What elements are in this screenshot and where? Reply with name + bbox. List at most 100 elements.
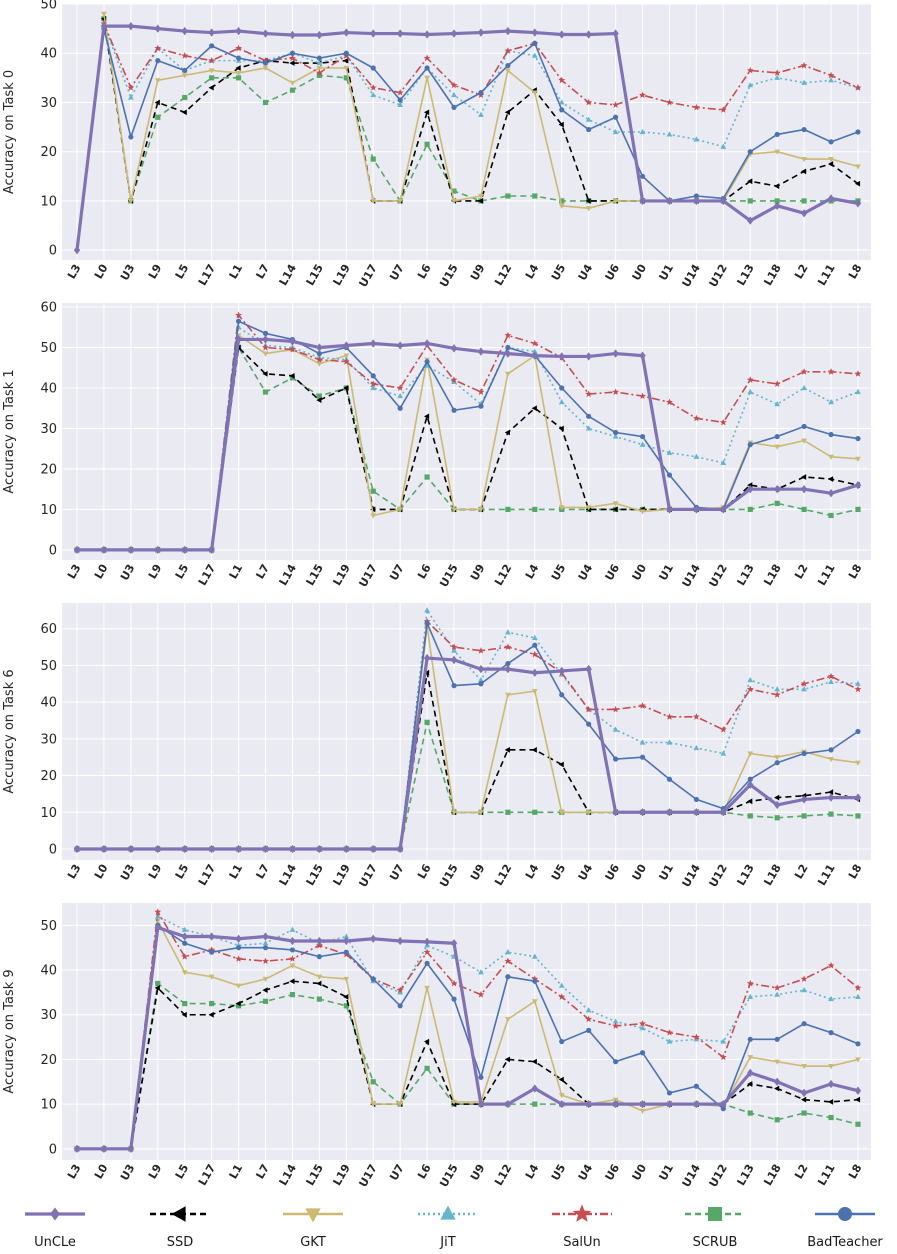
- data-point: [289, 87, 296, 93]
- x-tick-label: U1: [657, 1162, 677, 1183]
- data-point: [289, 947, 296, 953]
- data-point: [828, 995, 834, 1002]
- data-point: [235, 318, 242, 324]
- data-point: [585, 30, 592, 39]
- x-tick-label: U1: [657, 862, 677, 883]
- legend-marker: [50, 1207, 60, 1221]
- data-point: [639, 392, 646, 400]
- x-tick-label: U4: [576, 562, 596, 583]
- data-point: [666, 739, 673, 745]
- data-point: [451, 1099, 457, 1106]
- data-point: [154, 44, 162, 52]
- x-tick-label: L8: [846, 562, 865, 581]
- x-tick-label: U12: [707, 1162, 730, 1190]
- data-point: [854, 480, 862, 490]
- data-point: [504, 26, 512, 36]
- data-point: [558, 99, 565, 105]
- data-point: [370, 1079, 376, 1085]
- data-point: [504, 746, 510, 753]
- data-point: [262, 940, 269, 946]
- data-point: [504, 664, 512, 674]
- y-tick-label: 40: [40, 964, 57, 979]
- x-tick-label: L0: [92, 262, 111, 281]
- data-point: [424, 141, 430, 147]
- data-point: [397, 198, 404, 205]
- data-point: [128, 198, 134, 205]
- data-point: [477, 1099, 485, 1109]
- legend-label: JiT: [439, 1235, 455, 1250]
- data-point: [558, 993, 566, 1000]
- data-point: [639, 808, 646, 817]
- data-point: [315, 356, 323, 363]
- data-point: [504, 331, 512, 339]
- legend-marker: [171, 1206, 186, 1222]
- x-tick-label: L14: [277, 1162, 300, 1188]
- data-point: [774, 74, 781, 80]
- x-tick-label: U5: [549, 562, 569, 583]
- data-point: [154, 908, 162, 915]
- data-point: [235, 1003, 242, 1009]
- legend-entry-gkt: GKT: [283, 1208, 343, 1250]
- data-point: [747, 798, 753, 805]
- data-point: [208, 1011, 214, 1018]
- data-point: [262, 335, 269, 344]
- y-tick-label: 30: [40, 1008, 57, 1023]
- data-point: [666, 398, 673, 406]
- data-point: [127, 545, 135, 555]
- data-point: [397, 97, 403, 103]
- x-tick-label: U9: [468, 262, 488, 283]
- series-uncle: [73, 923, 862, 1153]
- x-tick-label: U7: [387, 1162, 407, 1183]
- y-tick-label: 10: [40, 806, 57, 821]
- data-point: [316, 397, 322, 403]
- data-point: [774, 1085, 780, 1092]
- data-point: [208, 68, 215, 74]
- legend-entry-uncle: UnCLe: [25, 1207, 85, 1250]
- data-point: [801, 198, 807, 204]
- data-point: [558, 399, 565, 405]
- data-point: [235, 1000, 241, 1007]
- data-point: [559, 107, 565, 113]
- data-point: [746, 376, 754, 383]
- x-tick-label: L2: [792, 1162, 811, 1181]
- data-point: [747, 149, 753, 155]
- data-point: [504, 1099, 512, 1109]
- data-point: [343, 933, 350, 939]
- data-point: [370, 976, 376, 982]
- data-point: [504, 429, 510, 436]
- data-point: [531, 746, 537, 753]
- data-point: [505, 809, 511, 815]
- x-tick-label: L1: [227, 262, 246, 281]
- y-axis-label: Accuracy on Task 9: [2, 969, 17, 1093]
- legend-label: BadTeacher: [807, 1235, 883, 1250]
- chart-panel-3: 0 10 20 30 40 50 L3 L0 U3 L9 L5 L17 L1 L7 L14 L15 L19 U17…: [2, 903, 871, 1190]
- data-point: [477, 28, 485, 37]
- data-point: [288, 345, 296, 353]
- x-tick-label: L15: [304, 562, 326, 588]
- data-point: [773, 380, 781, 387]
- x-tick-label: L15: [304, 862, 326, 888]
- data-point: [451, 683, 457, 689]
- x-tick-label: L13: [734, 1162, 756, 1188]
- x-tick-label: L15: [304, 1162, 326, 1188]
- x-tick-label: L4: [523, 862, 542, 881]
- data-point: [478, 403, 484, 409]
- data-point: [477, 347, 485, 356]
- data-point: [747, 442, 753, 448]
- data-point: [424, 607, 430, 613]
- data-point: [397, 1003, 403, 1009]
- data-point: [262, 56, 269, 64]
- data-point: [316, 361, 323, 367]
- x-tick-label: U5: [549, 262, 569, 283]
- data-point: [800, 209, 808, 218]
- x-tick-label: L13: [734, 262, 756, 288]
- data-point: [504, 47, 512, 54]
- data-point: [182, 1000, 188, 1007]
- data-point: [854, 370, 862, 377]
- data-point: [424, 359, 430, 365]
- x-tick-label: U5: [549, 862, 569, 883]
- data-point: [693, 808, 700, 817]
- data-point: [612, 1018, 619, 1024]
- data-point: [774, 149, 781, 155]
- data-point: [747, 178, 753, 185]
